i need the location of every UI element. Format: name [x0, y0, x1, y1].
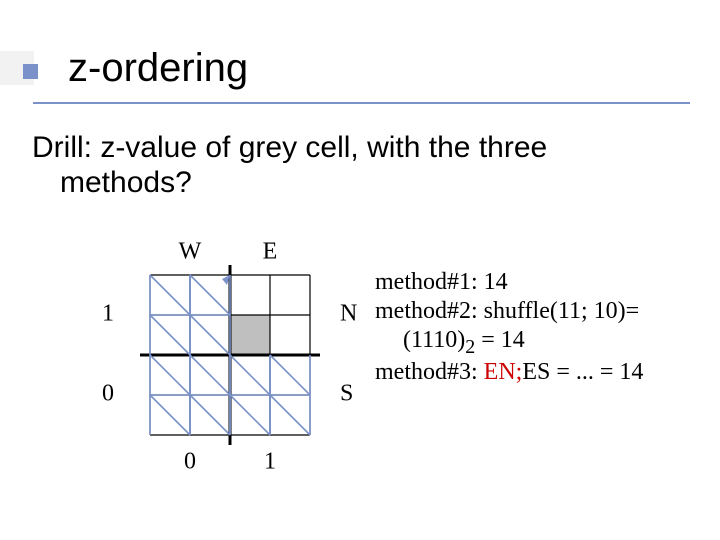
method2-result: (1110)2 = 14 [403, 326, 715, 359]
methods-block: method#1: 14 method#2: shuffle(11; 10)= … [375, 268, 715, 387]
title-bullet-inner [23, 64, 38, 79]
svg-text:S: S [340, 381, 353, 407]
title-bar: z-ordering [0, 48, 248, 88]
svg-text:0: 0 [184, 449, 196, 475]
method2-sub: 2 [465, 335, 475, 357]
body-line-2: methods? [60, 165, 660, 200]
svg-text:E: E [263, 239, 278, 265]
title-rule [33, 102, 690, 104]
svg-text:0: 0 [102, 381, 114, 407]
method2-eq: = 14 [475, 327, 525, 353]
method3-line: method#3: EN;ES = ... = 14 [375, 358, 715, 387]
svg-text:N: N [340, 301, 357, 327]
svg-text:1: 1 [102, 301, 114, 327]
method3-red: EN; [484, 359, 523, 385]
method2-bin: (1110) [403, 327, 465, 353]
method2-line: method#2: shuffle(11; 10)= [375, 297, 715, 326]
slide-title: z-ordering [68, 48, 248, 88]
method1-line: method#1: 14 [375, 268, 715, 297]
body-text: Drill: z-value of grey cell, with the th… [32, 130, 660, 201]
method3-prefix: method#3: [375, 359, 484, 385]
svg-text:1: 1 [264, 449, 276, 475]
z-order-diagram: W E N S 1 0 0 1 [60, 230, 380, 500]
body-line-1: Drill: z-value of grey cell, with the th… [32, 131, 547, 164]
diagram-svg: W E N S 1 0 0 1 [60, 230, 380, 500]
svg-text:W: W [179, 239, 202, 265]
method3-rest: ES = ... = 14 [522, 359, 643, 385]
title-bullet [0, 51, 34, 85]
